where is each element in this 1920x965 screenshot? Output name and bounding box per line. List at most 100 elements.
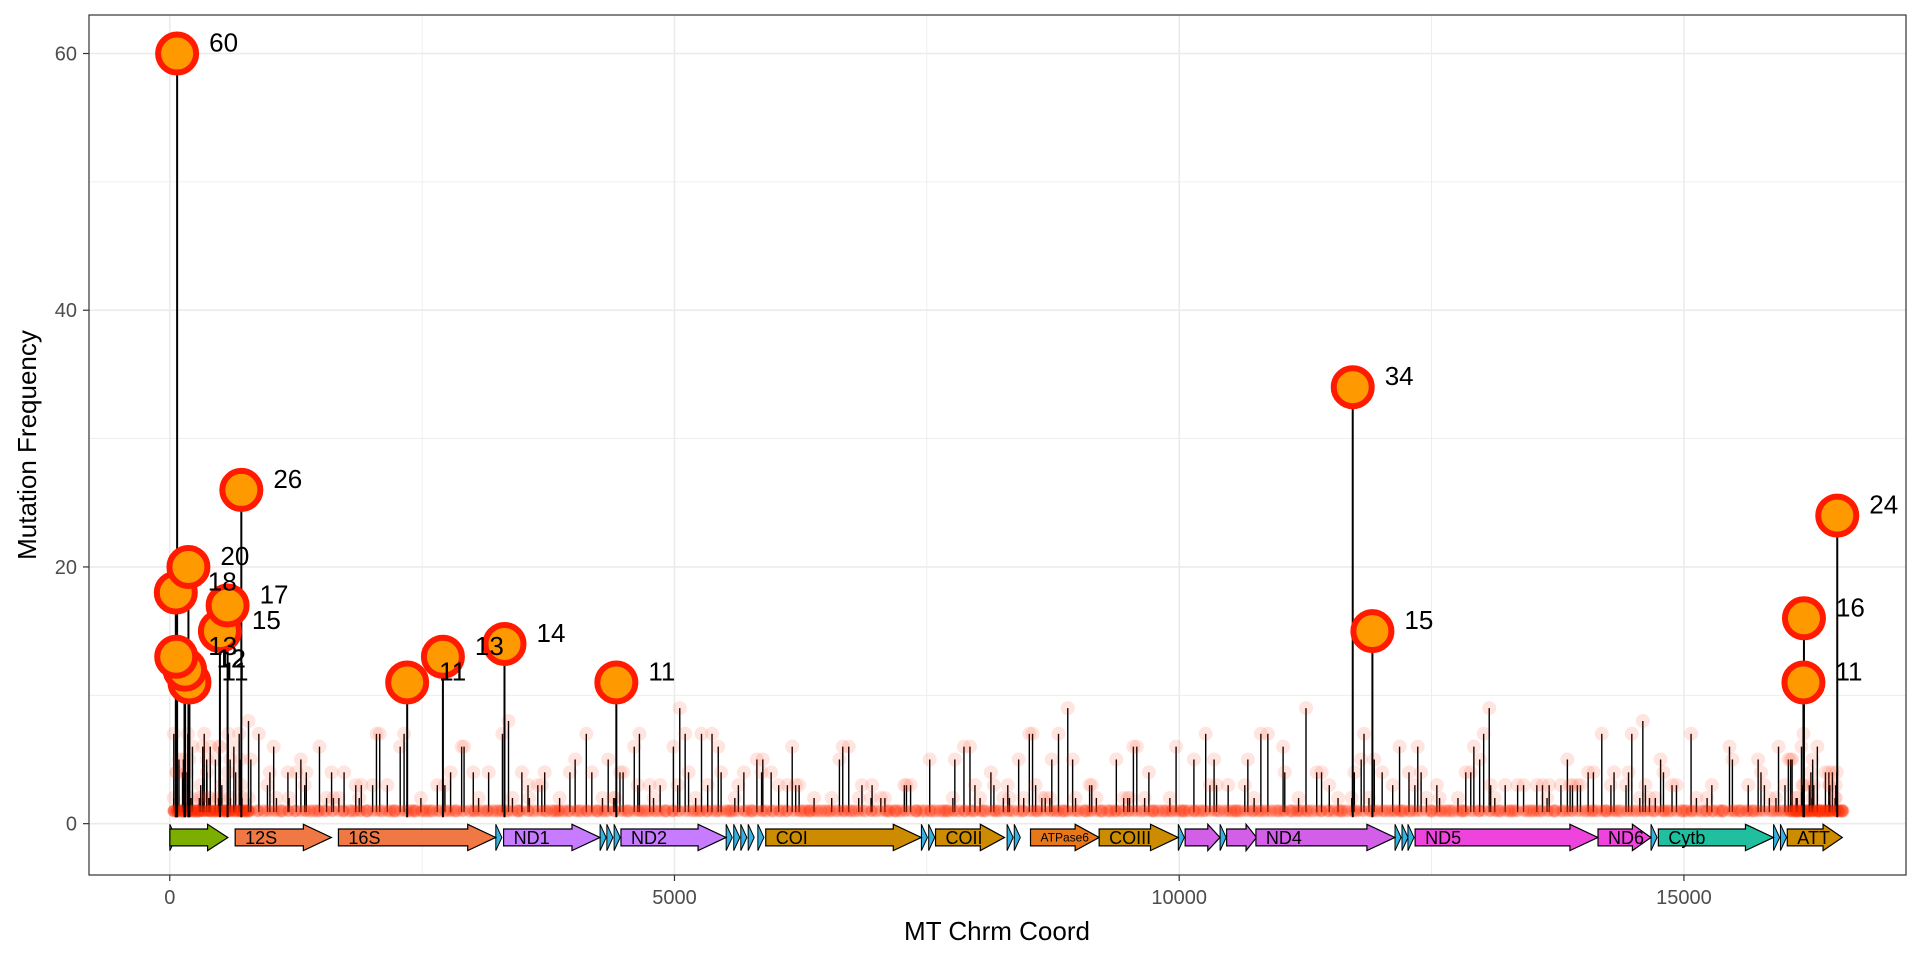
background-point (1548, 803, 1563, 818)
background-point (546, 804, 559, 817)
background-point (666, 804, 679, 817)
background-point (297, 778, 312, 793)
background-point (822, 803, 837, 818)
background-point (1012, 804, 1025, 817)
background-point (1241, 804, 1254, 817)
background-point (928, 803, 943, 818)
background-point (553, 804, 566, 817)
background-point (671, 804, 684, 817)
background-point (201, 790, 216, 805)
background-point (1083, 804, 1096, 817)
background-point (176, 752, 191, 767)
background-point (425, 803, 440, 818)
background-point (591, 804, 604, 817)
background-point (1732, 803, 1747, 818)
background-point (1069, 804, 1082, 817)
background-point (1117, 804, 1130, 817)
background-point (1213, 804, 1226, 817)
background-point (1285, 803, 1300, 818)
background-point (1680, 804, 1693, 817)
background-point (575, 804, 588, 817)
background-point (819, 804, 832, 817)
background-point (590, 804, 603, 817)
background-point (1782, 804, 1795, 817)
background-point (1261, 804, 1274, 817)
background-point (269, 790, 284, 805)
background-point (780, 778, 795, 793)
background-point (393, 739, 408, 754)
background-point (1042, 790, 1057, 805)
background-point (1011, 752, 1026, 767)
background-point (1186, 752, 1201, 767)
background-point (191, 803, 206, 818)
highlight-point (420, 634, 465, 679)
background-point (1516, 778, 1531, 793)
gene-track: 12S 16S ND1 ND2 COI COII ATPase6 COIII ND4 ND5 ND6… (169, 822, 1844, 853)
point-label: 24 (1869, 490, 1898, 520)
background-point (1762, 790, 1777, 805)
background-point (881, 804, 894, 817)
background-point (1207, 752, 1222, 767)
background-point (1348, 804, 1361, 817)
background-point (313, 804, 326, 817)
background-point (1103, 803, 1118, 818)
x-tick-label: 5000 (652, 887, 697, 909)
background-point (1320, 803, 1335, 818)
background-point (1694, 803, 1709, 818)
background-point (450, 804, 463, 817)
background-point (1229, 803, 1244, 818)
trna-arrow (1006, 824, 1014, 851)
background-point (1536, 804, 1549, 817)
point-label: 11 (1835, 656, 1862, 686)
background-point (1744, 803, 1759, 818)
background-point (448, 804, 461, 817)
background-point (1302, 804, 1315, 817)
background-point (1740, 804, 1753, 817)
background-point (414, 804, 427, 817)
trna-arrow (606, 824, 614, 851)
background-point (1557, 804, 1570, 817)
background-point (1835, 803, 1850, 818)
background-point (723, 804, 736, 817)
background-point (466, 765, 481, 780)
background-point (1147, 804, 1160, 817)
background-point (288, 804, 301, 817)
background-point (1484, 804, 1497, 817)
background-point (1109, 752, 1124, 767)
background-point (898, 804, 911, 817)
background-point (653, 778, 668, 793)
background-point (331, 790, 346, 805)
background-point (250, 804, 263, 817)
background-point (942, 804, 955, 817)
background-point (338, 804, 351, 817)
background-point (579, 726, 594, 741)
background-point (622, 803, 637, 818)
background-point (1473, 804, 1486, 817)
background-point (1309, 765, 1324, 780)
background-point (1649, 804, 1662, 817)
background-point (1129, 739, 1144, 754)
gene-label: 16S (348, 828, 380, 848)
background-point (1715, 803, 1730, 818)
background-point (1472, 804, 1485, 817)
background-point (1808, 803, 1823, 818)
background-point (510, 803, 525, 818)
background-point (1401, 765, 1416, 780)
background-point (1425, 804, 1438, 817)
background-point (1295, 804, 1308, 817)
background-point (1110, 804, 1123, 817)
background-point (1822, 778, 1837, 793)
background-point (1629, 804, 1642, 817)
point-label: 12 (217, 644, 246, 674)
trna-arrow (740, 824, 748, 851)
background-point (522, 804, 535, 817)
background-point (215, 804, 228, 817)
background-point (714, 765, 729, 780)
grid-lines (89, 15, 1906, 875)
background-point (825, 804, 838, 817)
point-label: 15 (252, 605, 281, 635)
background-point (233, 804, 246, 817)
background-point (1477, 804, 1490, 817)
trna-arrow (1401, 824, 1409, 851)
background-point (1831, 803, 1846, 818)
